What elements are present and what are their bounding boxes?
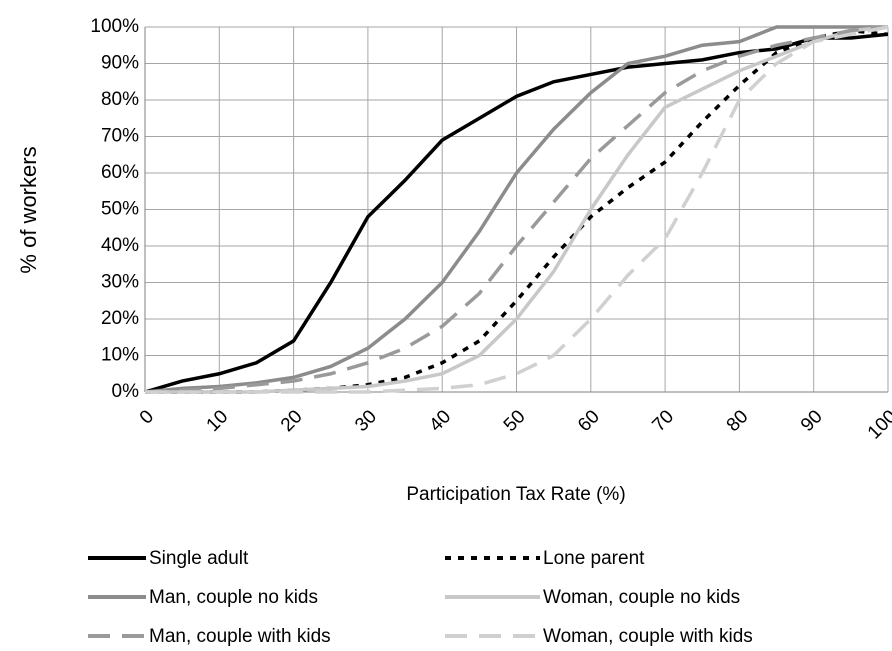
x-tick-label: 40 — [425, 406, 455, 436]
legend-label: Lone parent — [543, 548, 645, 569]
legend-label: Single adult — [149, 548, 249, 569]
series-line — [144, 25, 888, 394]
x-tick-label: 80 — [723, 406, 753, 436]
x-tick-label: 90 — [797, 406, 827, 436]
x-tick-label: 30 — [351, 406, 381, 436]
legend-label: Man, couple with kids — [149, 626, 331, 647]
x-tick-label: 50 — [500, 406, 530, 436]
y-tick-label: 90% — [101, 53, 139, 74]
y-tick-label: 0% — [112, 381, 140, 402]
y-tick-label: 10% — [101, 345, 139, 366]
y-tick-label: 40% — [101, 235, 139, 256]
x-tick-label: 10 — [203, 406, 233, 436]
x-tick-label: 60 — [574, 406, 604, 436]
y-tick-label: 80% — [101, 89, 139, 110]
x-tick-label: 70 — [648, 406, 678, 436]
legend-label: Man, couple no kids — [149, 587, 318, 608]
legend-label: Woman, couple with kids — [543, 626, 753, 647]
series-line — [144, 32, 889, 394]
series-line — [145, 25, 889, 394]
x-tick-label: 20 — [277, 406, 307, 436]
legend-label: Woman, couple no kids — [543, 587, 740, 608]
y-tick-label: 50% — [101, 199, 139, 220]
series-line — [145, 28, 889, 394]
x-tick-label: 0 — [136, 406, 158, 428]
y-axis-label: % of workers — [16, 146, 41, 273]
x-tick-label: 100 — [864, 406, 892, 443]
y-tick-label: 60% — [101, 162, 139, 183]
x-axis-label: Participation Tax Rate (%) — [406, 484, 625, 505]
y-tick-label: 20% — [101, 308, 139, 329]
y-tick-label: 70% — [101, 126, 139, 147]
y-tick-label: 100% — [90, 16, 139, 37]
series-line — [144, 25, 889, 394]
y-tick-label: 30% — [101, 272, 139, 293]
